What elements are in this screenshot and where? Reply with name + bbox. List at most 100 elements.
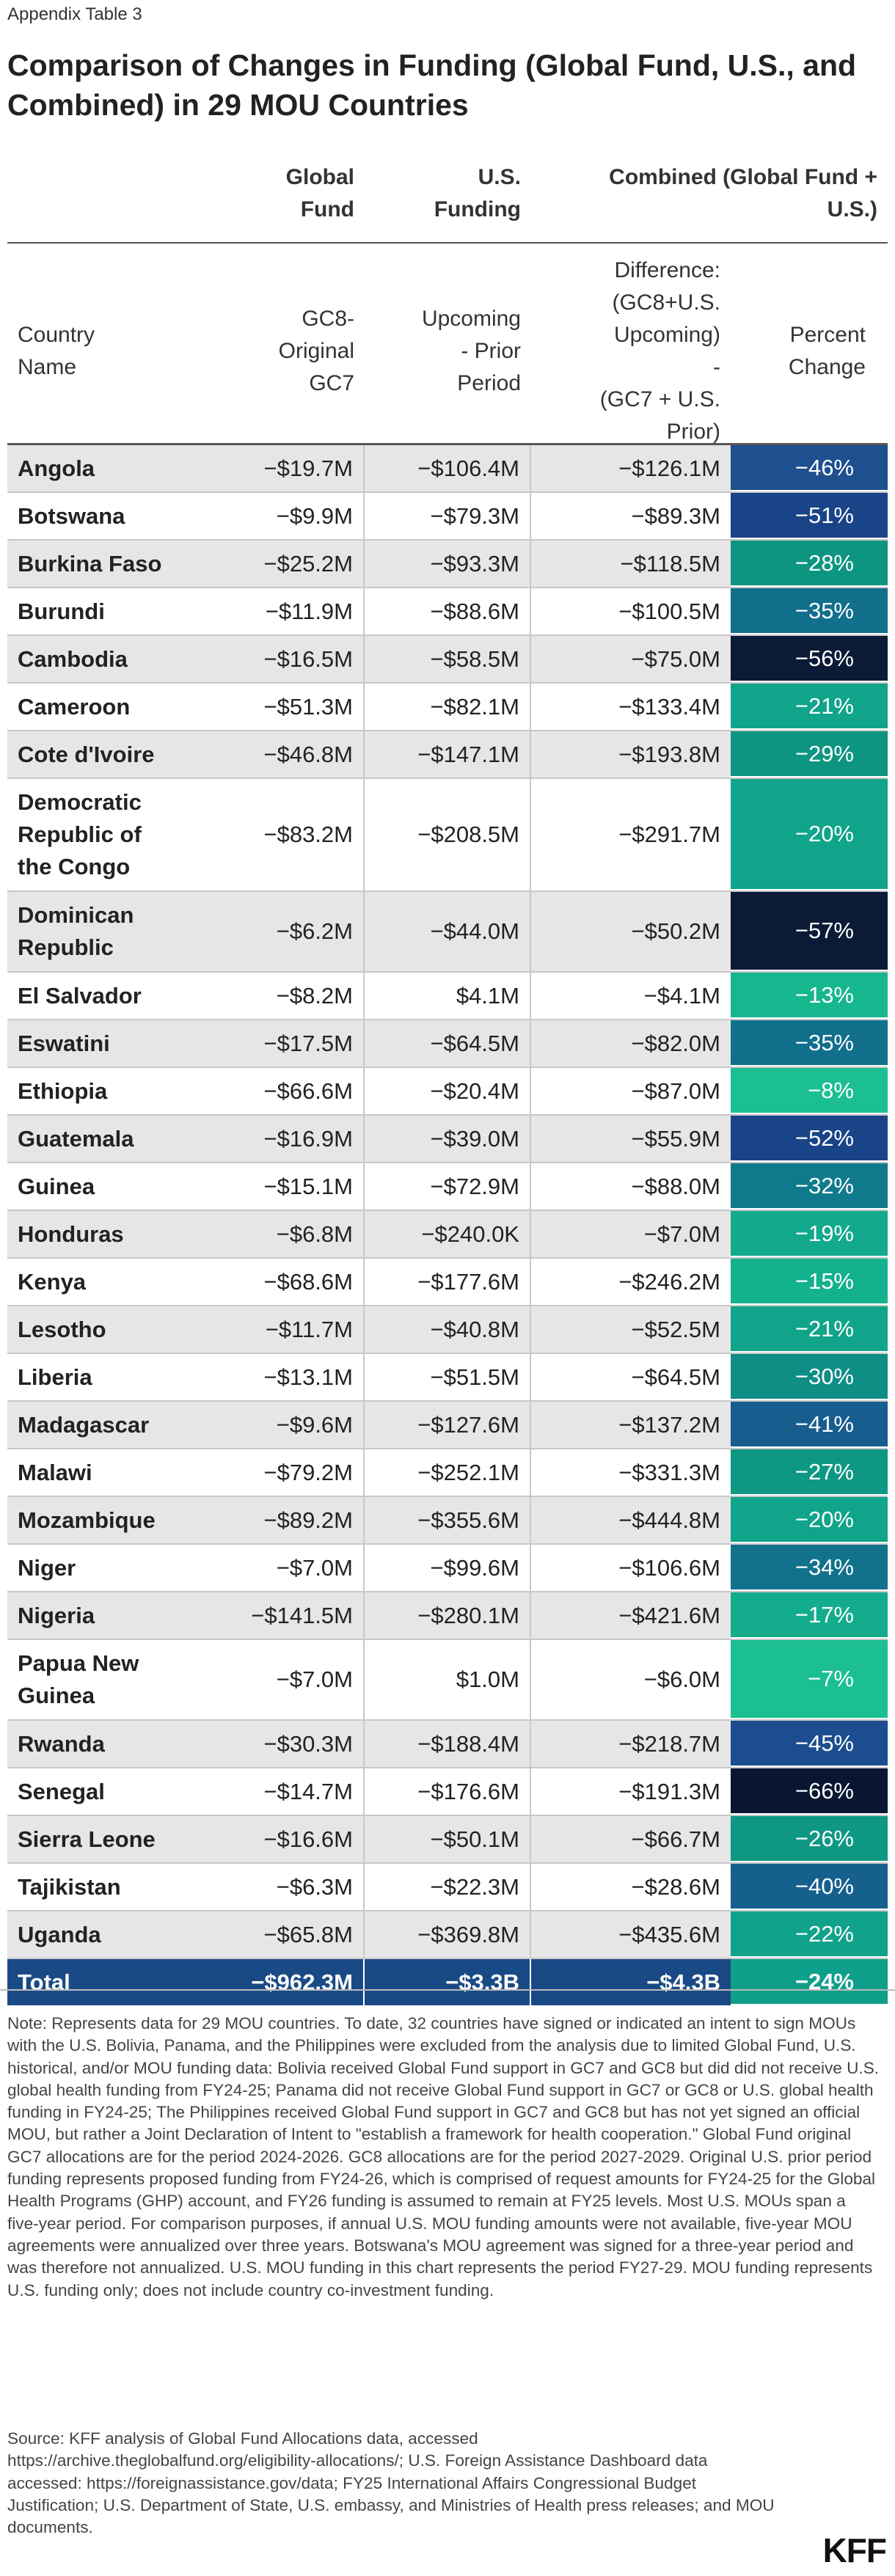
- column-header-difference-line: (GC7 + U.S.: [599, 387, 720, 411]
- table-row: Honduras −$6.8M −$240.0K −$7.0M −19%: [7, 1211, 888, 1259]
- gc8-value: −$8.2M: [200, 973, 365, 1019]
- us-value: −$147.1M: [365, 731, 531, 777]
- country-name-line: Guinea: [18, 1683, 95, 1708]
- percent-change-cell: −46%: [731, 445, 888, 491]
- diff-value: −$55.9M: [531, 1116, 731, 1162]
- us-value: −$58.5M: [365, 636, 531, 682]
- country-name-line: Uganda: [18, 1921, 101, 1947]
- percent-change-cell: −19%: [731, 1211, 888, 1257]
- percent-change-cell: −57%: [731, 892, 888, 971]
- column-header-percent: Percent Change: [731, 319, 866, 384]
- percent-change-cell: −27%: [731, 1449, 888, 1496]
- percent-change-cell: −35%: [731, 1020, 888, 1066]
- divider: [0, 1989, 895, 1991]
- us-value: −$252.1M: [365, 1449, 531, 1496]
- percent-change-cell: −28%: [731, 541, 888, 587]
- country-name: Niger: [7, 1545, 200, 1591]
- country-name-line: Republic: [18, 934, 114, 960]
- country-name-line: Mozambique: [18, 1507, 156, 1533]
- gc8-value: −$7.0M: [200, 1640, 365, 1719]
- country-name: Mozambique: [7, 1497, 200, 1543]
- gc8-value: −$14.7M: [200, 1768, 365, 1815]
- us-value: −$22.3M: [365, 1864, 531, 1910]
- country-name-line: Guatemala: [18, 1125, 134, 1152]
- percent-change-cell: −20%: [731, 1497, 888, 1543]
- diff-value: −$421.6M: [531, 1592, 731, 1639]
- percent-change-cell: −8%: [731, 1068, 888, 1114]
- country-name: Cameroon: [7, 684, 200, 730]
- table-row: Lesotho −$11.7M −$40.8M −$52.5M −21%: [7, 1306, 888, 1354]
- gc8-value: −$19.7M: [200, 445, 365, 491]
- us-value: $4.1M: [365, 973, 531, 1019]
- diff-value: −$133.4M: [618, 693, 720, 720]
- diff-value: −$87.0M: [631, 1077, 720, 1104]
- eyebrow-label: Appendix Table 3: [7, 4, 142, 24]
- country-name-line: Burkina Faso: [18, 550, 162, 577]
- gc8-value: −$30.3M: [200, 1721, 365, 1767]
- total-diff: −$4.3B: [531, 1959, 731, 2005]
- diff-value: −$191.3M: [618, 1778, 720, 1804]
- group-header-global-fund: Global Fund: [200, 161, 354, 226]
- country-name: Senegal: [7, 1768, 200, 1815]
- gc8-value: −$6.2M: [200, 892, 365, 971]
- us-value: −$106.4M: [365, 445, 531, 491]
- gc8-value: −$46.8M: [200, 731, 365, 777]
- country-name: Botswana: [7, 493, 200, 539]
- table-row: Nigeria −$141.5M −$280.1M −$421.6M −17%: [7, 1592, 888, 1640]
- percent-change-cell: −13%: [731, 973, 888, 1019]
- percent-change-cell: −34%: [731, 1545, 888, 1591]
- diff-value: −$52.5M: [531, 1306, 731, 1353]
- percent-change-cell: −29%: [731, 731, 888, 777]
- column-header-gc8-line: GC7: [309, 371, 354, 395]
- column-header-country-line: Country: [18, 323, 95, 347]
- country-name-line: Niger: [18, 1554, 76, 1581]
- kff-logo: KFF: [822, 2531, 887, 2569]
- table-row: Ethiopia −$66.6M −$20.4M −$87.0M −8%: [7, 1068, 888, 1116]
- gc8-value: −$6.3M: [200, 1864, 365, 1910]
- percent-change-cell: −56%: [731, 636, 888, 682]
- us-value: −$82.1M: [365, 684, 531, 730]
- column-header-percent-line: Change: [788, 355, 866, 379]
- total-pct: −24%: [731, 1959, 888, 2005]
- percent-change-cell: −32%: [731, 1163, 888, 1210]
- us-value: −$64.5M: [365, 1020, 531, 1066]
- table-row: Burundi −$11.9M −$88.6M −$100.5M −35%: [7, 588, 888, 636]
- country-name: Sierra Leone: [7, 1816, 200, 1862]
- group-header-global-fund-line: Global: [285, 165, 354, 189]
- diff-value: −$50.2M: [531, 892, 731, 971]
- table-row: Tajikistan −$6.3M −$22.3M −$28.6M −40%: [7, 1864, 888, 1911]
- percent-change-cell: −30%: [731, 1354, 888, 1400]
- country-name: Guatemala: [7, 1116, 200, 1162]
- country-name-line: Malawi: [18, 1459, 92, 1485]
- gc8-value: −$66.6M: [200, 1068, 365, 1114]
- group-header-combined-line: U.S.): [827, 197, 877, 222]
- country-name-line: Botswana: [18, 502, 125, 529]
- diff-value: −$246.2M: [618, 1268, 720, 1295]
- diff-value: −$88.0M: [631, 1173, 720, 1199]
- country-name-line: Dominican: [18, 902, 134, 928]
- country-name-line: Eswatini: [18, 1030, 110, 1056]
- table-row: Dominican Republic −$6.2M −$44.0M −$50.2M −57…: [7, 892, 888, 973]
- column-header-upcoming-line: Period: [457, 371, 521, 395]
- diff-value: −$6.0M: [643, 1666, 720, 1692]
- gc8-value: −$141.5M: [200, 1592, 365, 1639]
- country-name: Democratic Republic of the Congo: [7, 779, 200, 890]
- us-value: −$44.0M: [365, 892, 531, 971]
- country-name-line: Senegal: [18, 1778, 105, 1804]
- funding-table: Global Fund U.S. Funding Combined (Global …: [7, 147, 888, 2005]
- country-name-line: the Congo: [18, 854, 131, 879]
- table-row: Eswatini −$17.5M −$64.5M −$82.0M −35%: [7, 1020, 888, 1068]
- country-name-line: Papua New: [18, 1650, 139, 1676]
- column-header-difference-line: (GC8+U.S.: [612, 290, 720, 315]
- us-value: −$39.0M: [365, 1116, 531, 1162]
- diff-value: −$4.1M: [643, 982, 720, 1009]
- us-value: −$79.3M: [365, 493, 531, 539]
- country-name: Kenya: [7, 1259, 200, 1305]
- us-value: −$240.0K: [365, 1211, 531, 1257]
- diff-value: −$28.6M: [631, 1873, 720, 1900]
- table-row: Democratic Republic of the Congo −$83.2M −$2…: [7, 779, 888, 892]
- diff-value: −$100.5M: [618, 598, 720, 624]
- diff-value: −$64.5M: [631, 1364, 720, 1390]
- group-header-combined-line: Combined (Global Fund +: [609, 165, 877, 189]
